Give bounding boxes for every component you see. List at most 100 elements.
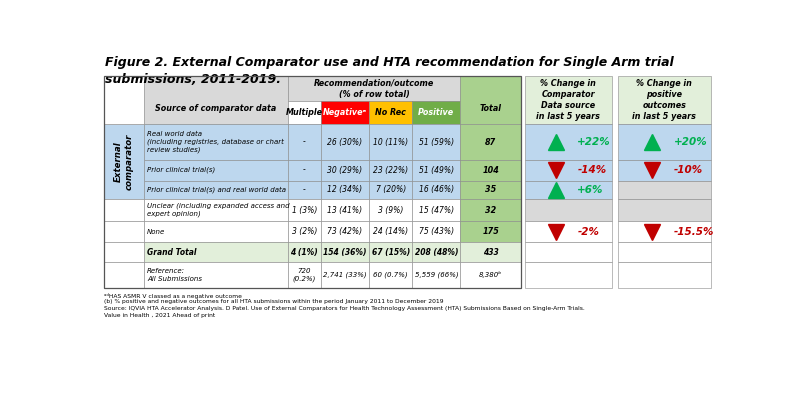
Bar [287, 124, 321, 160]
Text: 75 (43%): 75 (43%) [418, 227, 454, 236]
Text: 23 (22%): 23 (22%) [373, 166, 408, 175]
Bar [412, 160, 460, 181]
Text: -10%: -10% [674, 165, 702, 175]
Bar [460, 221, 521, 242]
Bar [369, 124, 412, 160]
Bar [104, 76, 521, 287]
Bar [321, 242, 369, 262]
Text: Reference:
All Submissions: Reference: All Submissions [147, 268, 202, 282]
Bar [287, 221, 321, 242]
Bar [412, 101, 460, 124]
Text: % Change in
positive
outcomes
in last 5 years: % Change in positive outcomes in last 5 … [632, 79, 696, 121]
Text: 3 (2%): 3 (2%) [291, 227, 317, 236]
Text: % Change in
Comparator
Data source
in last 5 years: % Change in Comparator Data source in la… [536, 79, 600, 121]
Text: Positive: Positive [418, 108, 454, 117]
Text: 12 (34%): 12 (34%) [327, 185, 362, 194]
Bar [321, 221, 369, 242]
Bar [321, 101, 369, 124]
Text: 13 (41%): 13 (41%) [327, 206, 362, 214]
Text: 175: 175 [482, 227, 499, 236]
Bar [460, 199, 521, 221]
Bar [104, 124, 144, 199]
Bar [104, 221, 144, 242]
Bar [287, 242, 321, 262]
Bar [460, 124, 521, 160]
Text: 8,380ᵇ: 8,380ᵇ [479, 271, 502, 278]
Bar [369, 242, 412, 262]
Bar [321, 181, 369, 199]
Bar [321, 199, 369, 221]
Bar [525, 242, 611, 262]
Bar [369, 221, 412, 242]
Text: (b) % positive and negative outcomes for all HTA submissions within the period J: (b) % positive and negative outcomes for… [104, 300, 443, 304]
Text: 35: 35 [485, 185, 496, 194]
Bar [144, 221, 287, 242]
Text: 154 (36%): 154 (36%) [323, 247, 366, 257]
Bar [618, 221, 710, 242]
Text: Value in Health , 2021 Ahead of print: Value in Health , 2021 Ahead of print [104, 313, 215, 317]
Text: +22%: +22% [578, 137, 611, 147]
Text: 10 (11%): 10 (11%) [373, 138, 408, 147]
Bar [525, 181, 611, 199]
Text: -14%: -14% [578, 165, 606, 175]
Bar [525, 199, 611, 221]
Bar [144, 262, 287, 287]
Bar [412, 181, 460, 199]
Text: Real world data
(including registries, database or chart
review studies): Real world data (including registries, d… [147, 131, 284, 153]
Bar [369, 101, 412, 124]
Bar [525, 221, 611, 242]
Text: External
comparator: External comparator [114, 133, 134, 190]
Bar [618, 160, 710, 181]
Bar [104, 242, 144, 262]
Text: No Rec: No Rec [375, 108, 406, 117]
Text: 3 (9%): 3 (9%) [378, 206, 403, 214]
Text: 26 (30%): 26 (30%) [327, 138, 362, 147]
Text: 104: 104 [482, 166, 499, 175]
Text: 5,559 (66%): 5,559 (66%) [414, 271, 458, 278]
Text: Grand Total: Grand Total [147, 247, 197, 257]
Bar [287, 262, 321, 287]
Bar [144, 124, 287, 160]
Bar [412, 199, 460, 221]
Text: 73 (42%): 73 (42%) [327, 227, 362, 236]
Text: 60 (0.7%): 60 (0.7%) [374, 271, 408, 278]
Bar [618, 242, 710, 262]
Bar [287, 101, 321, 124]
Text: Negativeᵃ: Negativeᵃ [323, 108, 367, 117]
Bar [525, 262, 611, 287]
Text: +20%: +20% [674, 137, 707, 147]
Bar [412, 262, 460, 287]
Bar [460, 160, 521, 181]
Text: 24 (14%): 24 (14%) [373, 227, 408, 236]
Bar [144, 242, 287, 262]
Bar [618, 181, 710, 199]
Bar [369, 181, 412, 199]
Text: 15 (47%): 15 (47%) [418, 206, 454, 214]
Text: 2,741 (33%): 2,741 (33%) [323, 271, 366, 278]
Text: Total: Total [479, 104, 502, 113]
Bar [144, 181, 287, 199]
Text: 30 (29%): 30 (29%) [327, 166, 362, 175]
Bar [412, 124, 460, 160]
Bar [287, 181, 321, 199]
Text: -: - [303, 138, 306, 147]
Bar [618, 262, 710, 287]
Text: +6%: +6% [578, 185, 604, 195]
Bar [460, 242, 521, 262]
Bar [104, 76, 144, 124]
Bar [321, 160, 369, 181]
Text: 7 (20%): 7 (20%) [375, 185, 406, 194]
Bar [412, 242, 460, 262]
Text: 433: 433 [482, 247, 498, 257]
Text: 1 (3%): 1 (3%) [291, 206, 317, 214]
Bar [144, 160, 287, 181]
Text: Recommendation/outcome
(% of row total): Recommendation/outcome (% of row total) [314, 79, 434, 98]
Bar [321, 262, 369, 287]
Text: 720
(0.2%): 720 (0.2%) [293, 268, 316, 282]
Bar [618, 124, 710, 160]
Bar [525, 160, 611, 181]
Bar [618, 199, 710, 221]
Text: Source: IQVIA HTA Accelerator Analysis. D Patel. Use of External Comparators for: Source: IQVIA HTA Accelerator Analysis. … [104, 306, 585, 311]
Text: -15.5%: -15.5% [674, 227, 714, 237]
Text: 51 (49%): 51 (49%) [418, 166, 454, 175]
